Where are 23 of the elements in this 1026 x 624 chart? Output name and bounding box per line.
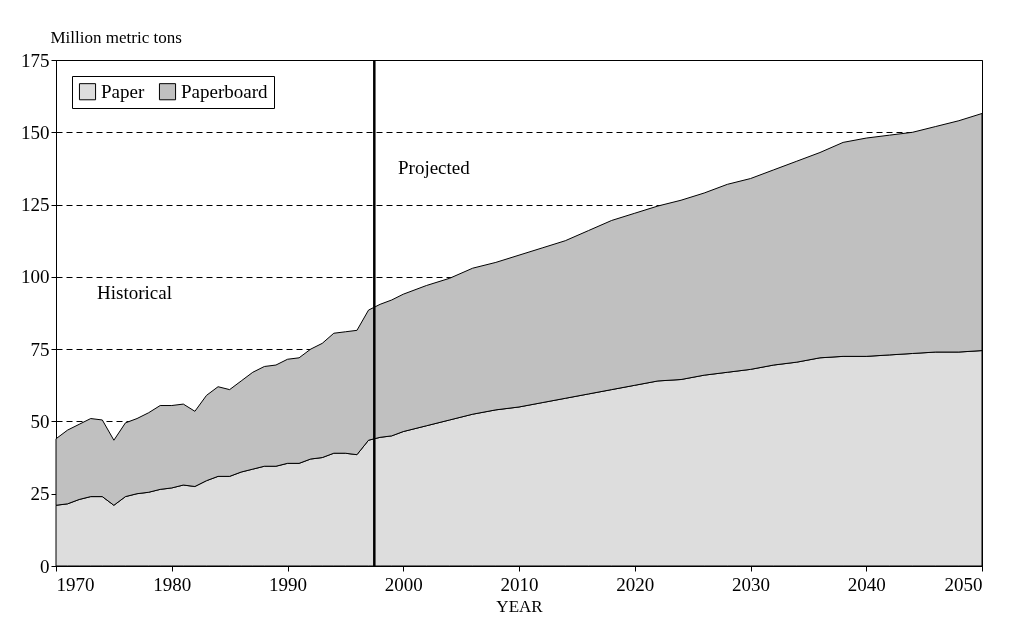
x-tick-label: 1990 — [269, 573, 307, 595]
x-tick-label: 1980 — [153, 573, 192, 595]
x-tick-label: 2010 — [500, 573, 539, 595]
y-tick-label: 25 — [30, 483, 50, 505]
y-tick-label: 0 — [40, 555, 50, 577]
y-tick-label: 75 — [30, 338, 50, 360]
x-axis-title: YEAR — [496, 596, 544, 616]
x-tick-label: 2000 — [384, 573, 423, 595]
x-tick-label: 2050 — [944, 573, 983, 595]
y-tick-label: 125 — [21, 194, 50, 216]
x-tick-label: 1970 — [56, 573, 95, 595]
annotation: Projected — [398, 157, 471, 178]
y-axis-title: Million metric tons — [50, 27, 182, 47]
annotation: Historical — [97, 282, 172, 303]
y-tick-label: 175 — [21, 49, 50, 71]
x-tick-label: 2040 — [847, 573, 886, 595]
x-tick-label: 2030 — [732, 573, 770, 595]
x-tick-label: 2020 — [616, 573, 655, 595]
y-tick-label: 150 — [21, 121, 50, 143]
legend-label: Paper — [101, 80, 145, 102]
legend-label: Paperboard — [181, 80, 269, 102]
y-tick-label: 50 — [30, 410, 50, 432]
y-tick-label: 100 — [21, 266, 50, 288]
